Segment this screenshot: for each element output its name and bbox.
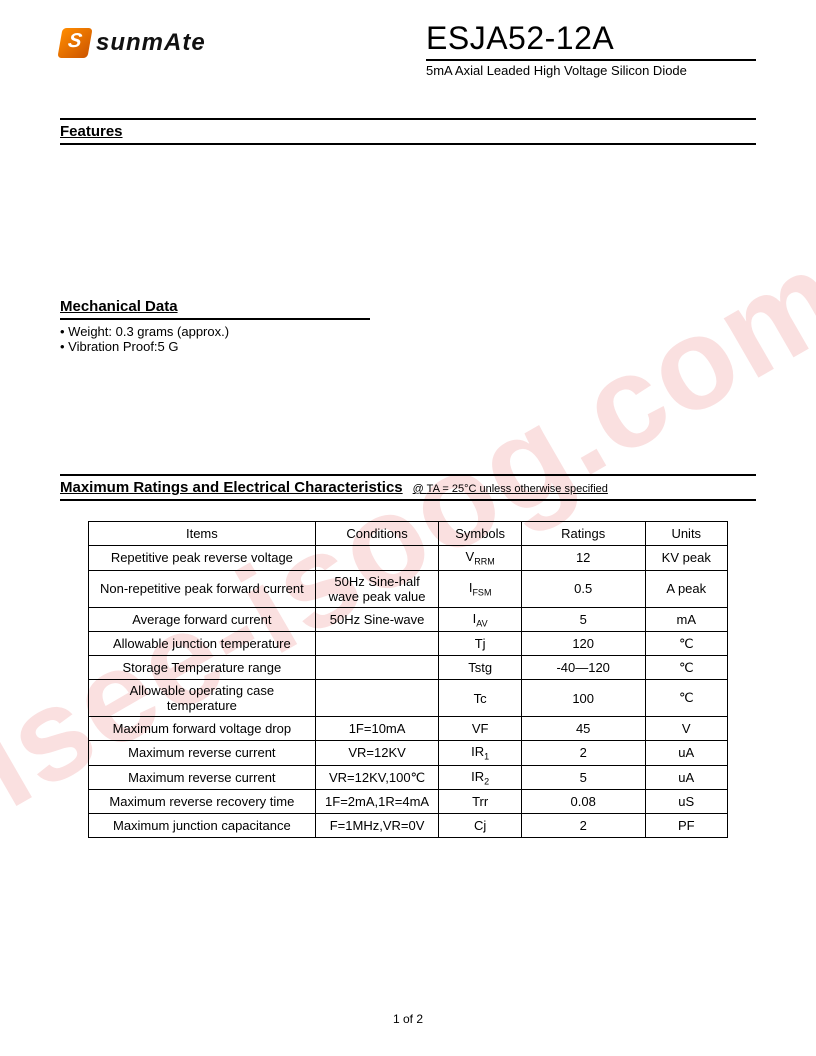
cell-item: Allowable junction temperature: [89, 632, 316, 656]
cell-cond: [315, 680, 439, 717]
cell-item: Non-repetitive peak forward current: [89, 570, 316, 607]
list-item: Weight: 0.3 grams (approx.): [60, 324, 756, 339]
cell-item: Maximum reverse current: [89, 765, 316, 790]
cell-rating: 5: [521, 607, 645, 632]
table-row: Maximum forward voltage drop1F=10mAVF45V: [89, 717, 728, 741]
cell-sym: Cj: [439, 814, 521, 838]
table-row: Allowable junction temperature Tj120℃: [89, 632, 728, 656]
subtitle: 5mA Axial Leaded High Voltage Silicon Di…: [426, 63, 756, 78]
cell-sym: IR1: [439, 741, 521, 766]
cell-sym: Tj: [439, 632, 521, 656]
cell-cond: F=1MHz,VR=0V: [315, 814, 439, 838]
cell-rating: 2: [521, 741, 645, 766]
cell-unit: uA: [645, 765, 727, 790]
header: sunmAte ESJA52-12A 5mA Axial Leaded High…: [60, 20, 756, 78]
mechanical-title: Mechanical Data: [60, 295, 370, 320]
cell-unit: uS: [645, 790, 727, 814]
cell-cond: VR=12KV,100℃: [315, 765, 439, 790]
cell-rating: 100: [521, 680, 645, 717]
list-item: Vibration Proof:5 G: [60, 339, 756, 354]
cell-unit: uA: [645, 741, 727, 766]
cell-cond: [315, 546, 439, 571]
cell-item: Average forward current: [89, 607, 316, 632]
table-row: Maximum reverse currentVR=12KV,100℃IR25u…: [89, 765, 728, 790]
cell-cond: 1F=10mA: [315, 717, 439, 741]
ratings-title-row: Maximum Ratings and Electrical Character…: [60, 474, 756, 501]
table-row: Maximum junction capacitanceF=1MHz,VR=0V…: [89, 814, 728, 838]
cell-item: Maximum junction capacitance: [89, 814, 316, 838]
cell-item: Maximum forward voltage drop: [89, 717, 316, 741]
logo: sunmAte: [60, 28, 206, 58]
ratings-note: @ TA = 25°C unless otherwise specified: [413, 483, 608, 495]
cell-cond: [315, 656, 439, 680]
cell-rating: 45: [521, 717, 645, 741]
th-units: Units: [645, 522, 727, 546]
cell-cond: [315, 632, 439, 656]
cell-item: Allowable operating case temperature: [89, 680, 316, 717]
cell-unit: V: [645, 717, 727, 741]
cell-cond: 1F=2mA,1R=4mA: [315, 790, 439, 814]
cell-unit: ℃: [645, 680, 727, 717]
mechanical-section: Mechanical Data Weight: 0.3 grams (appro…: [60, 295, 756, 354]
cell-sym: IAV: [439, 607, 521, 632]
cell-unit: PF: [645, 814, 727, 838]
table-row: Repetitive peak reverse voltage VRRM12KV …: [89, 546, 728, 571]
cell-cond: 50Hz Sine-wave: [315, 607, 439, 632]
note-text: TA = 25°C unless otherwise specified: [427, 483, 608, 495]
cell-sym: Trr: [439, 790, 521, 814]
page-container: sunmAte ESJA52-12A 5mA Axial Leaded High…: [0, 0, 816, 838]
cell-rating: 5: [521, 765, 645, 790]
table-header-row: Items Conditions Symbols Ratings Units: [89, 522, 728, 546]
cell-rating: 12: [521, 546, 645, 571]
cell-item: Maximum reverse current: [89, 741, 316, 766]
table-row: Maximum reverse recovery time1F=2mA,1R=4…: [89, 790, 728, 814]
features-section: Features: [60, 118, 756, 145]
cell-unit: mA: [645, 607, 727, 632]
features-title: Features: [60, 118, 756, 145]
cell-sym: VRRM: [439, 546, 521, 571]
cell-sym: Tstg: [439, 656, 521, 680]
logo-icon: [57, 28, 92, 58]
cell-rating: -40—120: [521, 656, 645, 680]
cell-item: Maximum reverse recovery time: [89, 790, 316, 814]
cell-cond: VR=12KV: [315, 741, 439, 766]
table-row: Average forward current50Hz Sine-waveIAV…: [89, 607, 728, 632]
th-symbols: Symbols: [439, 522, 521, 546]
th-ratings: Ratings: [521, 522, 645, 546]
cell-unit: ℃: [645, 632, 727, 656]
cell-unit: ℃: [645, 656, 727, 680]
cell-cond: 50Hz Sine-half wave peak value: [315, 570, 439, 607]
note-prefix: @: [413, 483, 427, 495]
cell-rating: 2: [521, 814, 645, 838]
cell-item: Storage Temperature range: [89, 656, 316, 680]
cell-sym: Tc: [439, 680, 521, 717]
cell-sym: IFSM: [439, 570, 521, 607]
mechanical-list: Weight: 0.3 grams (approx.) Vibration Pr…: [60, 324, 756, 354]
th-items: Items: [89, 522, 316, 546]
table-row: Allowable operating case temperature Tc10…: [89, 680, 728, 717]
th-conditions: Conditions: [315, 522, 439, 546]
cell-rating: 0.5: [521, 570, 645, 607]
cell-unit: A peak: [645, 570, 727, 607]
cell-item: Repetitive peak reverse voltage: [89, 546, 316, 571]
ratings-table: Items Conditions Symbols Ratings Units R…: [88, 521, 728, 838]
logo-text: sunmAte: [96, 29, 206, 57]
ratings-section: Maximum Ratings and Electrical Character…: [60, 474, 756, 838]
page-footer: 1 of 2: [0, 1012, 816, 1026]
table-row: Maximum reverse currentVR=12KVIR12uA: [89, 741, 728, 766]
title-block: ESJA52-12A 5mA Axial Leaded High Voltage…: [426, 20, 756, 78]
cell-rating: 0.08: [521, 790, 645, 814]
cell-unit: KV peak: [645, 546, 727, 571]
table-row: Storage Temperature range Tstg-40—120℃: [89, 656, 728, 680]
cell-sym: IR2: [439, 765, 521, 790]
cell-sym: VF: [439, 717, 521, 741]
part-number: ESJA52-12A: [426, 20, 756, 61]
cell-rating: 120: [521, 632, 645, 656]
ratings-title: Maximum Ratings and Electrical Character…: [60, 479, 403, 496]
table-row: Non-repetitive peak forward current50Hz …: [89, 570, 728, 607]
